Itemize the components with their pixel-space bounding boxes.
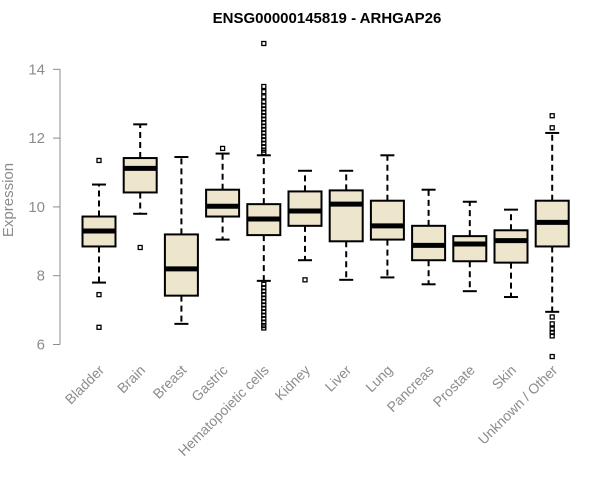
box-group bbox=[287, 169, 323, 283]
outlier-point bbox=[549, 333, 555, 339]
box-group bbox=[205, 145, 241, 241]
outlier-point bbox=[549, 321, 555, 327]
y-tick-label: 6 bbox=[37, 337, 45, 354]
y-axis: 6 8 10 12 14 bbox=[28, 61, 61, 354]
chart-title: ENSG00000145819 - ARHGAP26 bbox=[213, 10, 442, 27]
outlier-point bbox=[219, 145, 226, 152]
box-iqr bbox=[328, 189, 364, 243]
plot-area bbox=[81, 40, 570, 360]
y-tick-label: 14 bbox=[28, 61, 45, 78]
outlier-point bbox=[96, 324, 102, 330]
box-iqr bbox=[493, 229, 529, 264]
x-tick-label: Lung bbox=[362, 362, 395, 395]
outlier-point bbox=[549, 314, 555, 320]
x-tick-label: Prostate bbox=[430, 362, 478, 410]
box-group bbox=[369, 154, 405, 279]
outlier-point bbox=[261, 89, 267, 95]
outlier-point bbox=[549, 353, 555, 360]
outlier-point bbox=[302, 277, 308, 283]
x-tick-label: Bladder bbox=[62, 362, 108, 408]
outlier-point bbox=[96, 157, 102, 164]
y-tick-label: 10 bbox=[28, 199, 45, 216]
box-iqr bbox=[205, 188, 241, 218]
outlier-point bbox=[96, 291, 102, 298]
outlier-point bbox=[549, 113, 555, 119]
box-iqr bbox=[163, 233, 199, 297]
x-tick-label: Liver bbox=[322, 362, 355, 395]
y-tick-label: 8 bbox=[37, 268, 45, 285]
x-tick-label: Skin bbox=[489, 362, 520, 393]
box-group bbox=[122, 123, 158, 251]
outlier-point bbox=[261, 325, 267, 331]
box-group bbox=[534, 113, 570, 360]
y-axis-label: Expression bbox=[0, 163, 17, 237]
outlier-point bbox=[549, 125, 555, 131]
box-group bbox=[81, 157, 117, 330]
x-tick-label: Brain bbox=[114, 362, 148, 396]
box-group bbox=[163, 156, 199, 325]
box-iqr bbox=[452, 235, 488, 263]
outlier-point bbox=[261, 83, 267, 90]
box-group bbox=[493, 208, 529, 299]
outlier-point bbox=[261, 149, 267, 156]
box-iqr bbox=[369, 199, 405, 241]
box-group bbox=[452, 200, 488, 293]
outlier-point bbox=[137, 244, 143, 251]
outlier-point bbox=[261, 94, 267, 100]
box-iqr bbox=[122, 157, 158, 194]
outlier-point bbox=[261, 40, 267, 47]
y-tick-label: 12 bbox=[28, 130, 45, 147]
x-tick-label: Kidney bbox=[272, 362, 314, 404]
box-group bbox=[328, 169, 364, 281]
box-group bbox=[411, 188, 447, 286]
box-group bbox=[246, 40, 282, 331]
x-tick-label: Breast bbox=[150, 362, 190, 402]
